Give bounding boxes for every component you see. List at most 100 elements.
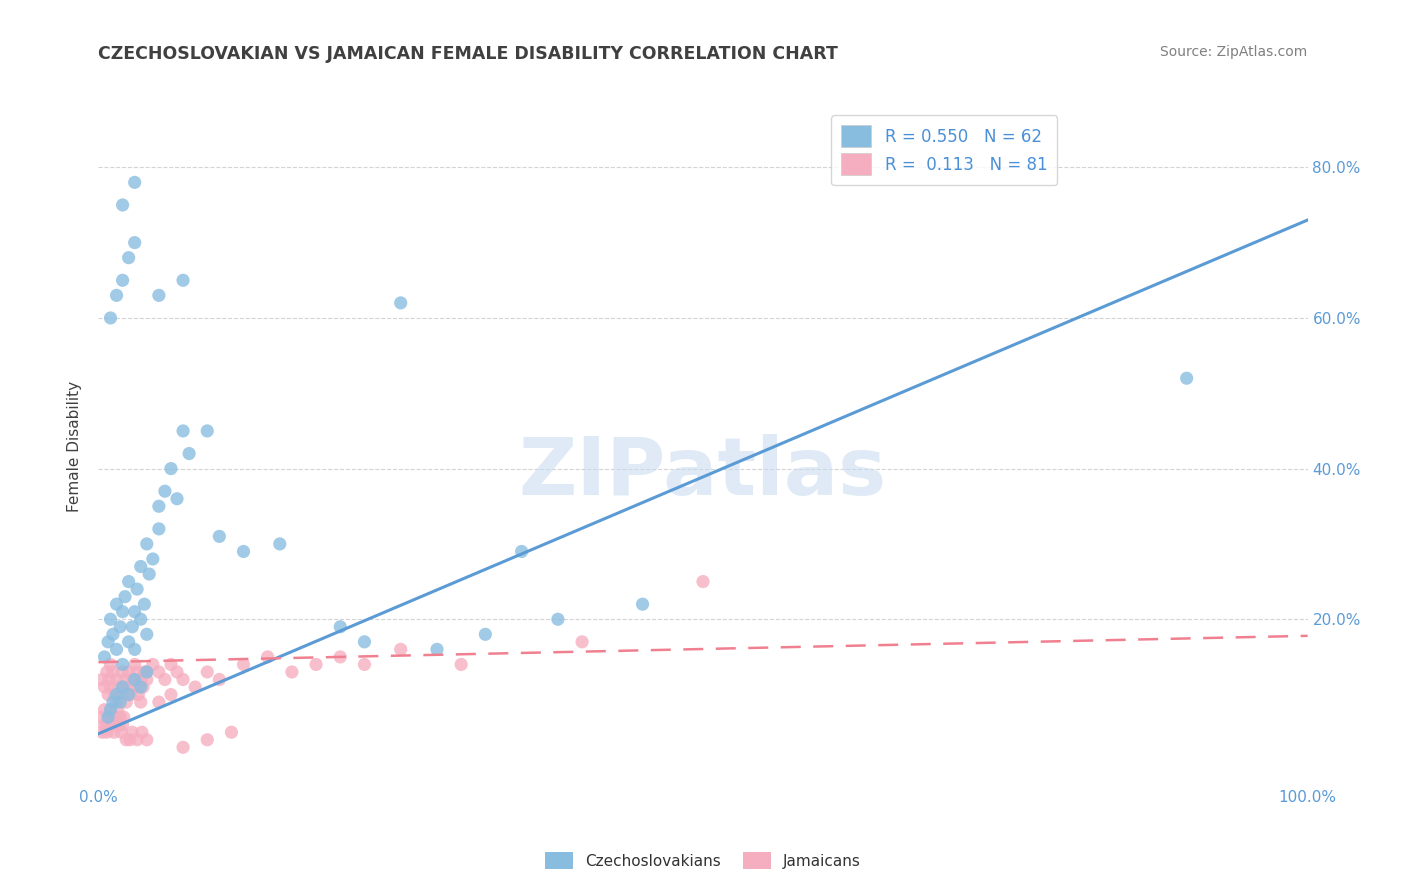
Point	[124, 235, 146, 250]
Point	[118, 680, 141, 694]
Point	[93, 649, 115, 664]
Point	[135, 673, 157, 687]
Legend: R = 0.550   N = 62, R =  0.113   N = 81: R = 0.550 N = 62, R = 0.113 N = 81	[831, 115, 1057, 185]
Point	[172, 424, 194, 438]
Point	[142, 657, 165, 672]
Point	[353, 635, 375, 649]
Point	[108, 688, 131, 702]
Point	[97, 710, 120, 724]
Point	[148, 522, 170, 536]
Point	[127, 688, 149, 702]
Point	[124, 680, 146, 694]
Y-axis label: Female Disability: Female Disability	[67, 380, 83, 512]
Point	[105, 597, 128, 611]
Point	[129, 559, 152, 574]
Point	[111, 198, 134, 212]
Point	[172, 673, 194, 687]
Point	[129, 695, 152, 709]
Point	[108, 717, 131, 731]
Point	[101, 710, 124, 724]
Text: Source: ZipAtlas.com: Source: ZipAtlas.com	[1160, 45, 1308, 59]
Point	[118, 251, 141, 265]
Point	[547, 612, 569, 626]
Point	[172, 740, 194, 755]
Point	[132, 680, 155, 694]
Point	[135, 665, 157, 679]
Point	[101, 665, 124, 679]
Point	[97, 635, 120, 649]
Point	[353, 657, 375, 672]
Point	[103, 725, 125, 739]
Point	[148, 500, 170, 514]
Point	[114, 590, 136, 604]
Point	[269, 537, 291, 551]
Point	[98, 710, 121, 724]
Point	[118, 574, 141, 589]
Point	[450, 657, 472, 672]
Point	[256, 649, 278, 664]
Point	[111, 665, 134, 679]
Point	[108, 695, 131, 709]
Point	[93, 680, 115, 694]
Point	[91, 673, 114, 687]
Point	[111, 680, 134, 694]
Point	[329, 620, 352, 634]
Point	[195, 424, 218, 438]
Point	[105, 688, 128, 702]
Point	[135, 537, 157, 551]
Point	[571, 635, 593, 649]
Point	[160, 657, 183, 672]
Point	[124, 673, 146, 687]
Point	[426, 642, 449, 657]
Point	[305, 657, 328, 672]
Point	[208, 529, 231, 543]
Point	[105, 642, 128, 657]
Point	[221, 725, 243, 739]
Point	[148, 665, 170, 679]
Point	[208, 673, 231, 687]
Point	[100, 680, 122, 694]
Point	[101, 627, 124, 641]
Point	[153, 484, 176, 499]
Point	[124, 175, 146, 189]
Point	[91, 710, 114, 724]
Point	[692, 574, 714, 589]
Point	[105, 710, 128, 724]
Point	[111, 605, 134, 619]
Point	[129, 680, 152, 694]
Point	[111, 273, 134, 287]
Point	[96, 725, 118, 739]
Point	[510, 544, 533, 558]
Point	[111, 657, 134, 672]
Point	[96, 665, 118, 679]
Point	[195, 732, 218, 747]
Point	[111, 680, 134, 694]
Point	[93, 703, 115, 717]
Point	[329, 649, 352, 664]
Point	[120, 688, 142, 702]
Point	[148, 288, 170, 302]
Point	[121, 673, 143, 687]
Point	[98, 673, 121, 687]
Point	[131, 725, 153, 739]
Point	[101, 695, 124, 709]
Point	[389, 296, 412, 310]
Point	[93, 717, 115, 731]
Point	[100, 657, 122, 672]
Point	[138, 567, 160, 582]
Point	[124, 605, 146, 619]
Point	[134, 597, 156, 611]
Point	[115, 732, 138, 747]
Point	[121, 725, 143, 739]
Point	[118, 665, 141, 679]
Point	[142, 552, 165, 566]
Point	[97, 688, 120, 702]
Point	[100, 717, 122, 731]
Point	[105, 695, 128, 709]
Point	[108, 620, 131, 634]
Point	[105, 288, 128, 302]
Point	[166, 665, 188, 679]
Point	[389, 642, 412, 657]
Text: CZECHOSLOVAKIAN VS JAMAICAN FEMALE DISABILITY CORRELATION CHART: CZECHOSLOVAKIAN VS JAMAICAN FEMALE DISAB…	[98, 45, 838, 62]
Legend: Czechoslovakians, Jamaicans: Czechoslovakians, Jamaicans	[538, 846, 868, 875]
